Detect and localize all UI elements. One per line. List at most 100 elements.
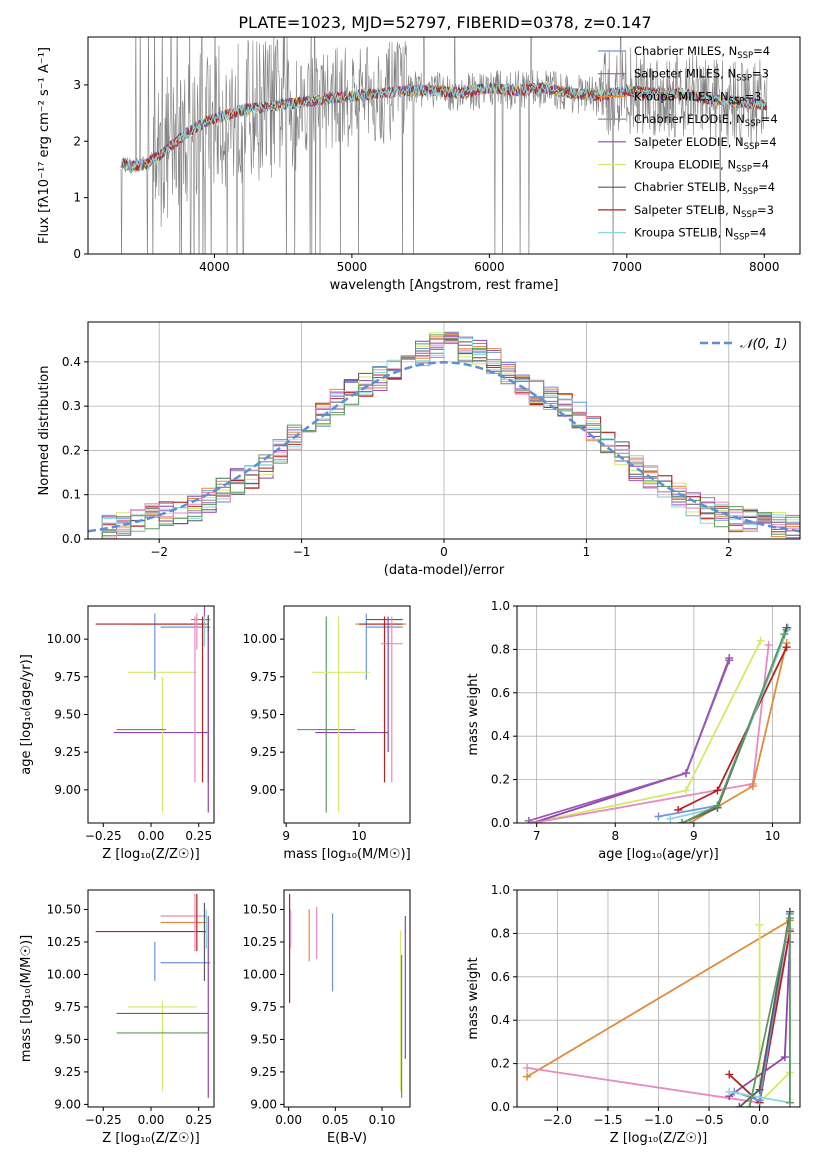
y-tick-label: 10.00 xyxy=(47,632,81,646)
y-tick-label: 9.50 xyxy=(250,1032,277,1046)
weight-point xyxy=(713,801,722,810)
error-bars xyxy=(289,893,406,1098)
y-tick-label: 0.0 xyxy=(62,532,81,546)
weight-point xyxy=(780,1053,789,1062)
y-tick-label: 9.00 xyxy=(54,1097,81,1111)
x-axis-label: Z [log₁₀(Z/Z☉)] xyxy=(610,1131,707,1146)
legend-entry: Kroupa STELIB, NSSP=4 xyxy=(634,226,766,243)
weight-point xyxy=(756,636,765,645)
x-tick-label: 9 xyxy=(690,829,698,843)
y-tick-label: 0.3 xyxy=(62,399,81,413)
y-tick-label: 9.25 xyxy=(54,1065,81,1079)
weight-point xyxy=(782,623,791,632)
y-tick-label: 10.00 xyxy=(243,967,277,981)
weight-point xyxy=(745,1103,754,1107)
legend-entry: Salpeter MILES, NSSP=3 xyxy=(634,67,769,84)
y-tick-label: 3 xyxy=(73,78,81,92)
y-tick-label: 0.0 xyxy=(491,1100,510,1114)
y-tick-label: 9.00 xyxy=(250,1097,277,1111)
y-tick-label: 9.00 xyxy=(54,783,81,797)
x-tick-label: 7000 xyxy=(612,260,643,274)
y-tick-label: 2 xyxy=(73,134,81,148)
x-tick-label: −0.25 xyxy=(85,1113,122,1127)
x-tick-label: −0.5 xyxy=(694,1113,723,1127)
weight-point xyxy=(782,643,791,652)
x-axis-label: mass [log₁₀(M/M☉)] xyxy=(283,847,410,862)
x-axis-label: wavelength [Angstrom, rest frame] xyxy=(330,278,559,293)
x-tick-label: −2.0 xyxy=(543,1113,572,1127)
axes-frame xyxy=(87,889,215,1108)
y-tick-label: 1.0 xyxy=(491,599,510,613)
y-tick-label: 0.0 xyxy=(491,816,510,830)
y-tick-label: 0.6 xyxy=(491,686,510,700)
y-tick-label: 9.25 xyxy=(250,745,277,759)
weight-series xyxy=(526,919,791,1078)
y-tick-label: 0.2 xyxy=(62,443,81,457)
legend-entry: 𝒩(0, 1) xyxy=(740,337,787,352)
weight-point xyxy=(528,819,537,823)
weight-point xyxy=(725,1087,734,1096)
y-tick-label: 9.75 xyxy=(54,670,81,684)
x-tick-label: 1 xyxy=(583,545,591,559)
weight-point xyxy=(785,914,794,923)
histogram-series xyxy=(88,334,800,539)
residual-histogram: −2 −1 0 1 2 0.0 0.1 0.2 0.3 0.4 (data-model)/error… xyxy=(37,321,801,578)
y-tick-label: 10.00 xyxy=(243,632,277,646)
weight-series xyxy=(532,657,731,823)
x-tick-label: 0 xyxy=(440,545,448,559)
x-tick-label: 9 xyxy=(282,829,290,843)
x-tick-label: −1.0 xyxy=(644,1113,673,1127)
x-tick-label: −1 xyxy=(293,545,311,559)
mass-vs-EBV-plot: 0.00 0.05 0.10 9.00 9.25 9.50 9.75 10.00 10.25 10… xyxy=(243,889,411,1146)
y-tick-label: 0.4 xyxy=(491,729,510,743)
y-tick-label: 0.6 xyxy=(491,970,510,984)
weight-series xyxy=(528,659,731,822)
age-vs-Z-plot: −0.25 0.00 0.25 9.00 9.25 9.50 9.75 10.00 Z [log… xyxy=(19,605,215,862)
weight-point xyxy=(682,786,691,795)
axes-frame xyxy=(283,889,411,1108)
x-tick-label: 5000 xyxy=(337,260,368,274)
x-tick-label: −0.25 xyxy=(85,829,122,843)
x-tick-label: −2 xyxy=(150,545,168,559)
x-tick-label: 0.25 xyxy=(185,1113,212,1127)
y-tick-label: 0.8 xyxy=(491,642,510,656)
spectrum-lines xyxy=(120,37,768,254)
y-tick-label: 9.75 xyxy=(250,670,277,684)
age-vs-mass-plot: 9 10 9.00 9.25 9.50 9.75 10.00 mass [log₁₀(M/M☉… xyxy=(243,605,411,862)
axes-frame xyxy=(87,36,801,255)
x-axis-label: (data-model)/error xyxy=(384,563,505,578)
spectrum-plot: 4000 5000 6000 7000 8000 0 1 2 3 wavelength [Angs… xyxy=(37,36,801,293)
legend-entry: Kroupa ELODIE, NSSP=4 xyxy=(634,158,769,175)
weight-lines xyxy=(524,623,793,823)
y-tick-label: 0.8 xyxy=(491,926,510,940)
weight-point xyxy=(755,1085,764,1094)
x-axis-label: age [log₁₀(age/yr)] xyxy=(598,847,719,862)
y-axis-label: age [log₁₀(age/yr)] xyxy=(19,654,34,775)
histogram-series xyxy=(88,338,800,539)
weight-point xyxy=(524,816,533,823)
legend-entry: Chabrier STELIB, NSSP=4 xyxy=(634,180,775,197)
weight-point xyxy=(735,1103,744,1107)
error-bars xyxy=(297,613,407,813)
weight-point xyxy=(725,656,734,665)
x-tick-label: 0.00 xyxy=(275,1113,302,1127)
y-tick-label: 0.1 xyxy=(62,488,81,502)
weight-point xyxy=(523,1072,532,1081)
y-tick-label: 9.50 xyxy=(54,708,81,722)
x-axis-label: Z [log₁₀(Z/Z☉)] xyxy=(102,1131,199,1146)
legend-entry: Salpeter ELODIE, NSSP=4 xyxy=(634,135,777,152)
x-tick-label: 8000 xyxy=(749,260,780,274)
spectrum-legend: Chabrier MILES, NSSP=4 Salpeter MILES, NS… xyxy=(598,44,778,243)
weight-point xyxy=(785,1098,794,1107)
axes-frame xyxy=(516,605,801,824)
y-tick-label: 10.25 xyxy=(243,935,277,949)
weight-point xyxy=(523,1063,532,1072)
y-tick-label: 9.50 xyxy=(250,708,277,722)
weight-vs-Z-plot: −2.0 −1.5 −1.0 −0.5 0.0 0.0 0.2 0.4 0.6 0.8 1.0 Z [… xyxy=(466,883,801,1146)
x-axis-label: Z [log₁₀(Z/Z☉)] xyxy=(102,847,199,862)
weight-point xyxy=(764,641,773,650)
y-tick-label: 9.75 xyxy=(54,1000,81,1014)
weight-point xyxy=(725,1070,734,1079)
y-axis-label: Normed distribution xyxy=(37,366,52,496)
y-axis-label: Flux [fλ10⁻¹⁷ erg cm⁻² s⁻¹ A⁻¹] xyxy=(37,47,52,244)
